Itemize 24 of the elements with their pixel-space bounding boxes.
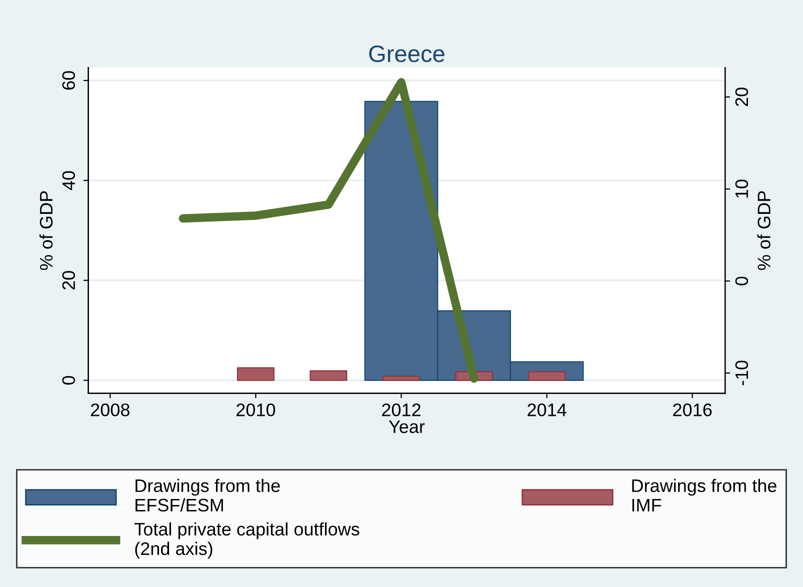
legend-label: Total private capital outflows (2nd axis) bbox=[134, 522, 360, 559]
x-tick-label: 2012 bbox=[382, 403, 420, 416]
legend-label: Drawings from the EFSF/ESM bbox=[136, 478, 280, 512]
y2-tick-label: 0 bbox=[735, 276, 748, 286]
bar bbox=[236, 367, 274, 381]
chart-title: Greece bbox=[369, 45, 444, 62]
bar bbox=[310, 370, 348, 381]
x-tick-label: 2016 bbox=[673, 403, 712, 416]
bar bbox=[382, 376, 420, 381]
y2-axis-title: % of GDP bbox=[757, 191, 770, 270]
y-axis-title: % of GDP bbox=[39, 191, 53, 270]
x-tick-label: 2008 bbox=[90, 403, 130, 416]
legend-label: Drawings from the IMF bbox=[632, 478, 776, 512]
y-tick-label: 0 bbox=[62, 376, 76, 385]
x-axis-title: Year bbox=[388, 420, 425, 434]
y2-tick-label: 10 bbox=[735, 180, 748, 198]
x-tick-label: 2014 bbox=[528, 403, 566, 416]
bar bbox=[528, 371, 566, 381]
y2-tick-label: 20 bbox=[735, 88, 748, 106]
y-tick-label: 60 bbox=[62, 71, 76, 90]
y-tick-label: 20 bbox=[62, 271, 76, 290]
y-tick-label: 40 bbox=[62, 171, 76, 190]
y2-tick-label: -10 bbox=[735, 360, 748, 386]
x-tick-label: 2010 bbox=[236, 403, 276, 416]
